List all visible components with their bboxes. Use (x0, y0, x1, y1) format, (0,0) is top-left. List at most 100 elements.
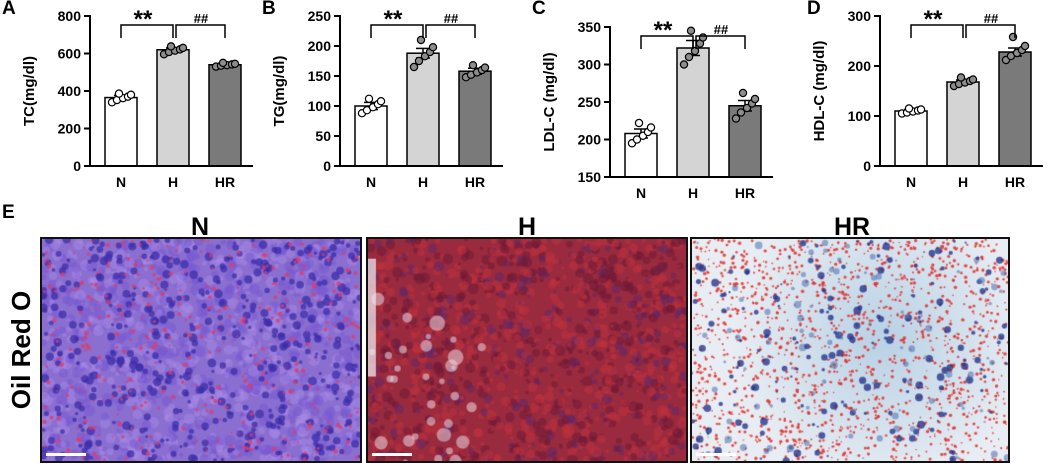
data-point (480, 63, 490, 72)
data-point (218, 58, 228, 68)
stain-label: Oil Red O (6, 291, 36, 409)
y-tick-label: 200 (58, 121, 82, 137)
significance-bracket (120, 24, 174, 38)
y-tick-label: 200 (848, 58, 872, 74)
panel-letter: C (532, 0, 546, 19)
y-tick-label: 400 (58, 83, 82, 99)
data-point (750, 94, 760, 104)
significance-bracket (640, 35, 694, 49)
y-axis-label: LDL-C (mg/dl) (541, 52, 558, 151)
image-title: HR (834, 213, 870, 241)
chart-panel-d: D 0 100 200 300 N H HR HDL-C (mg/dl) ** ## (807, 0, 1043, 190)
data-point (1020, 41, 1030, 51)
data-point (904, 104, 914, 113)
y-tick-label: 0 (73, 158, 81, 174)
significance-marker: ** (384, 6, 403, 33)
image-title: N (191, 213, 209, 241)
panel-letter: D (807, 0, 821, 19)
y-tick-label: 800 (58, 8, 82, 24)
bar (894, 110, 928, 167)
chart-panel-c: C 150 200 250 300 350 N H HR LDL-C (mg/dl) ** ## (532, 0, 773, 201)
y-axis-label: HDL-C (mg/dl) (811, 41, 828, 142)
data-point (632, 135, 642, 144)
panel-letter: E (2, 202, 15, 223)
bar (998, 51, 1032, 167)
data-point (686, 26, 696, 35)
y-axis-label: TG(mg/dl) (271, 56, 288, 127)
micrograph-h (366, 237, 688, 463)
data-point (416, 35, 426, 45)
y-tick-label: 300 (848, 8, 872, 24)
significance-bracket (370, 24, 424, 38)
scale-bar (372, 453, 412, 456)
data-point (409, 62, 419, 72)
bar (156, 49, 190, 167)
x-tick-label: H (958, 174, 968, 190)
data-point (738, 88, 748, 98)
y-tick-label: 100 (308, 98, 332, 114)
chart-panel-b: B 0 50 100 150 200 250 N H HR TG(mg/dl) ** ## (262, 0, 503, 190)
significance-bracket (695, 35, 746, 49)
data-point (126, 90, 136, 99)
data-point (684, 52, 694, 62)
significance-marker: ## (444, 11, 459, 26)
x-tick-label: H (688, 185, 698, 201)
x-tick-label: HR (465, 174, 485, 190)
y-tick-label: 150 (308, 68, 332, 84)
micrograph-hr-canvas (692, 239, 1008, 461)
x-tick-label: H (168, 174, 178, 190)
micrograph-h-canvas (368, 239, 686, 461)
significance-marker: ** (134, 6, 153, 33)
bar (946, 81, 980, 167)
data-point (690, 46, 700, 56)
x-tick-label: N (636, 185, 646, 201)
data-point (736, 108, 746, 117)
scale-bar (696, 453, 736, 456)
y-tick-label: 0 (323, 158, 331, 174)
bar (208, 64, 242, 167)
y-tick-label: 600 (58, 46, 82, 62)
data-point (646, 123, 656, 132)
scale-bar (46, 453, 86, 456)
data-point (916, 105, 926, 114)
significance-marker: ** (924, 6, 943, 33)
data-point (114, 89, 124, 98)
x-tick-label: H (418, 174, 428, 190)
x-tick-label: N (366, 174, 376, 190)
significance-bracket (175, 24, 226, 38)
significance-marker: ** (654, 17, 673, 44)
y-tick-label: 300 (578, 57, 602, 73)
significance-bracket (425, 24, 476, 38)
data-point (698, 33, 708, 42)
x-tick-label: HR (215, 174, 235, 190)
data-point (468, 60, 478, 70)
x-tick-label: N (116, 174, 126, 190)
data-point (968, 75, 978, 84)
y-tick-label: 150 (578, 169, 602, 185)
y-tick-label: 250 (578, 94, 602, 110)
data-point (428, 43, 438, 52)
micrograph-hr (690, 237, 1010, 463)
data-point (679, 60, 689, 69)
bar (104, 96, 138, 167)
y-tick-label: 50 (315, 128, 331, 144)
y-axis-label: TC(mg/dl) (21, 56, 38, 126)
y-tick-label: 200 (308, 38, 332, 54)
micrograph-n-canvas (42, 239, 360, 461)
data-point (166, 42, 176, 51)
significance-marker: ## (194, 11, 209, 26)
data-point (364, 94, 374, 104)
bar (458, 70, 492, 167)
panel-letter: A (2, 0, 16, 19)
panel-e: E N H HR Oil Red O (2, 202, 870, 409)
micrograph-n (40, 237, 362, 463)
significance-marker: ## (984, 11, 999, 26)
data-point (414, 56, 424, 66)
chart-panel-a: A 0 200 400 600 800 N H HR TC(mg/dl) ** ## (2, 0, 253, 190)
x-tick-label: HR (1005, 174, 1025, 190)
data-point (956, 73, 966, 82)
panel-letter: B (262, 0, 276, 19)
data-point (178, 43, 188, 53)
data-point (230, 59, 240, 69)
